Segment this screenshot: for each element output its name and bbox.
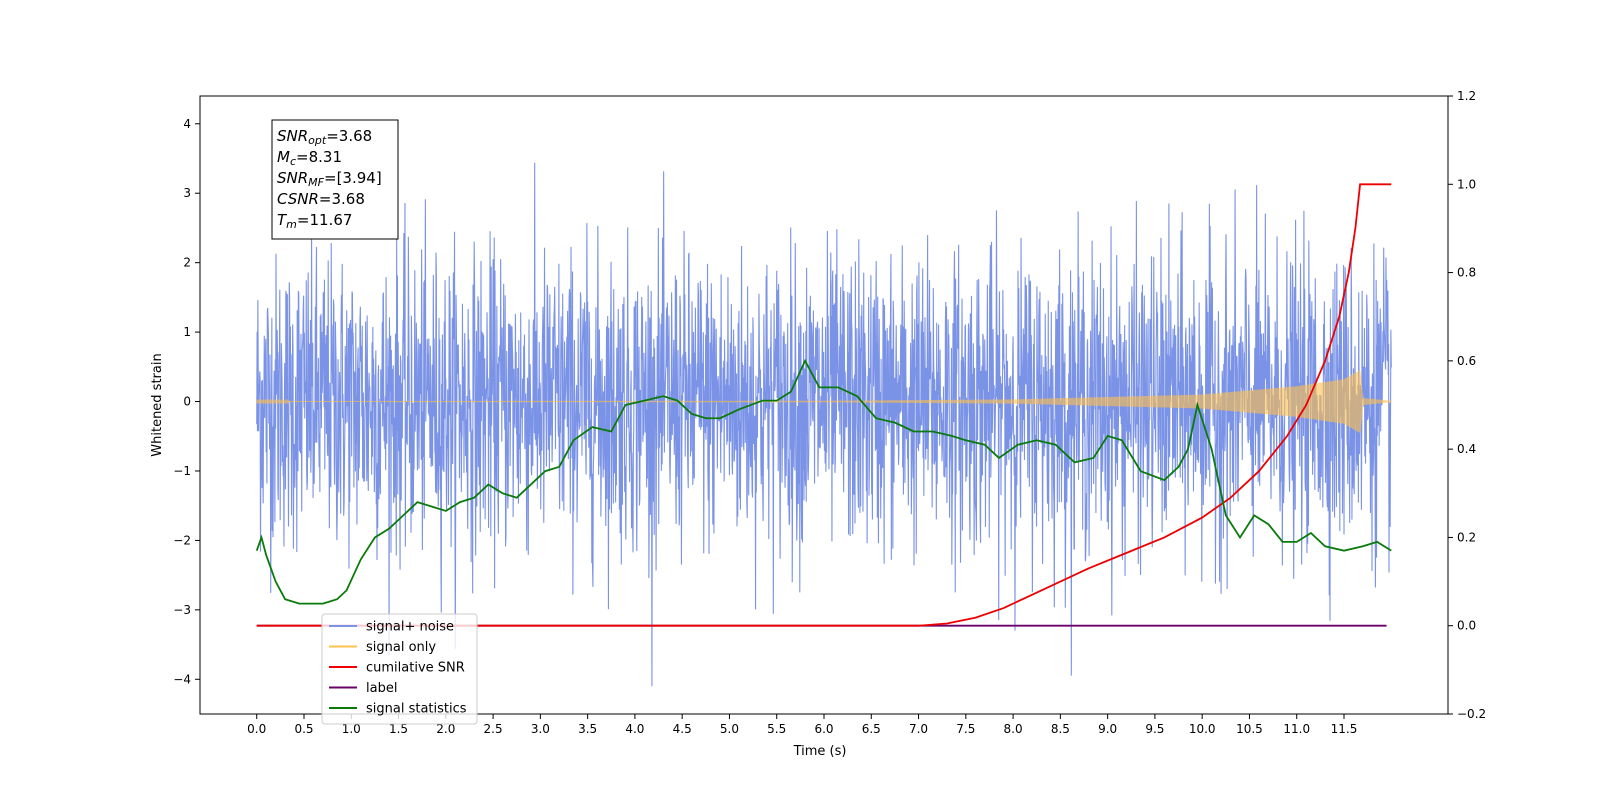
x-tick-label: 10.5 xyxy=(1236,722,1263,736)
y-right-tick-label: 0.8 xyxy=(1457,266,1476,280)
x-tick-label: 11.0 xyxy=(1283,722,1310,736)
x-tick-label: 0.0 xyxy=(247,722,266,736)
y-tick-label: 0 xyxy=(183,395,191,409)
legend-label: cumilative SNR xyxy=(366,661,465,676)
legend-label: signal statistics xyxy=(366,702,467,717)
x-tick-label: 6.0 xyxy=(814,722,833,736)
series-line-signal-only xyxy=(256,370,1392,433)
x-axis-label: Time (s) xyxy=(793,744,847,759)
x-tick-label: 3.0 xyxy=(531,722,550,736)
annotation-line: Tm=11.67 xyxy=(277,211,352,231)
annotation-line: Mc=8.31 xyxy=(277,148,342,168)
annotation-frame xyxy=(271,119,399,240)
x-tick-label: 2.5 xyxy=(484,722,503,736)
legend-frame xyxy=(321,613,478,725)
legend-label: signal+ noise xyxy=(366,620,454,635)
annotation-line: SNRMF=[3.94] xyxy=(277,169,382,189)
y-tick-label: 4 xyxy=(183,117,191,131)
y-tick-label: 3 xyxy=(183,186,191,200)
y-tick-label: −4 xyxy=(173,672,191,686)
x-tick-label: 5.0 xyxy=(720,722,739,736)
y-right-tick-label: 0.4 xyxy=(1457,442,1476,456)
x-tick-label: 0.5 xyxy=(294,722,313,736)
y-right-tick-label: −0.2 xyxy=(1457,707,1486,721)
y-tick-label: 1 xyxy=(183,325,191,339)
y-right-tick-label: 0.6 xyxy=(1457,354,1476,368)
x-tick-label: 10.0 xyxy=(1189,722,1216,736)
legend-label: label xyxy=(366,681,397,696)
series-line-cumulative-snr xyxy=(256,183,1392,627)
x-tick-label: 11.5 xyxy=(1331,722,1358,736)
x-tick-label: 2.0 xyxy=(436,722,455,736)
x-tick-label: 4.0 xyxy=(625,722,644,736)
x-tick-label: 3.5 xyxy=(578,722,597,736)
x-tick-label: 8.5 xyxy=(1051,722,1070,736)
x-tick-label: 1.5 xyxy=(389,722,408,736)
annotation-line: CSNR=3.68 xyxy=(277,190,365,208)
y-tick-label: −1 xyxy=(173,464,191,478)
x-tick-label: 1.0 xyxy=(342,722,361,736)
axes: 0.0 0.5 1.0 1.5 2.0 2.5 3.0 3.5 4.0 4.5 5.0 5.5 6.0 6… xyxy=(173,89,1486,736)
legend: signal+ noise signal only cumilative SNR la… xyxy=(321,613,478,725)
y-axis-label: Whitened strain xyxy=(150,353,165,456)
y-right-tick-label: 1.0 xyxy=(1457,177,1476,191)
y-tick-label: 2 xyxy=(183,256,191,270)
series-line-signal-statistics xyxy=(255,358,1392,605)
x-tick-label: 4.5 xyxy=(673,722,692,736)
y-right-tick-label: 0.0 xyxy=(1457,619,1476,633)
annotation-line: SNRopt=3.68 xyxy=(277,127,372,147)
x-tick-label: 8.0 xyxy=(1004,722,1023,736)
x-tick-label: 9.5 xyxy=(1145,722,1164,736)
y-tick-label: −3 xyxy=(173,603,191,617)
legend-label: signal only xyxy=(366,640,436,655)
y-tick-label: −2 xyxy=(173,533,191,547)
y-right-tick-label: 0.2 xyxy=(1457,530,1476,544)
y-right-tick-label: 1.2 xyxy=(1457,89,1476,103)
x-tick-label: 6.5 xyxy=(862,722,881,736)
x-tick-label: 9.0 xyxy=(1098,722,1117,736)
x-tick-label: 5.5 xyxy=(767,722,786,736)
x-tick-label: 7.0 xyxy=(909,722,928,736)
x-tick-label: 7.5 xyxy=(956,722,975,736)
